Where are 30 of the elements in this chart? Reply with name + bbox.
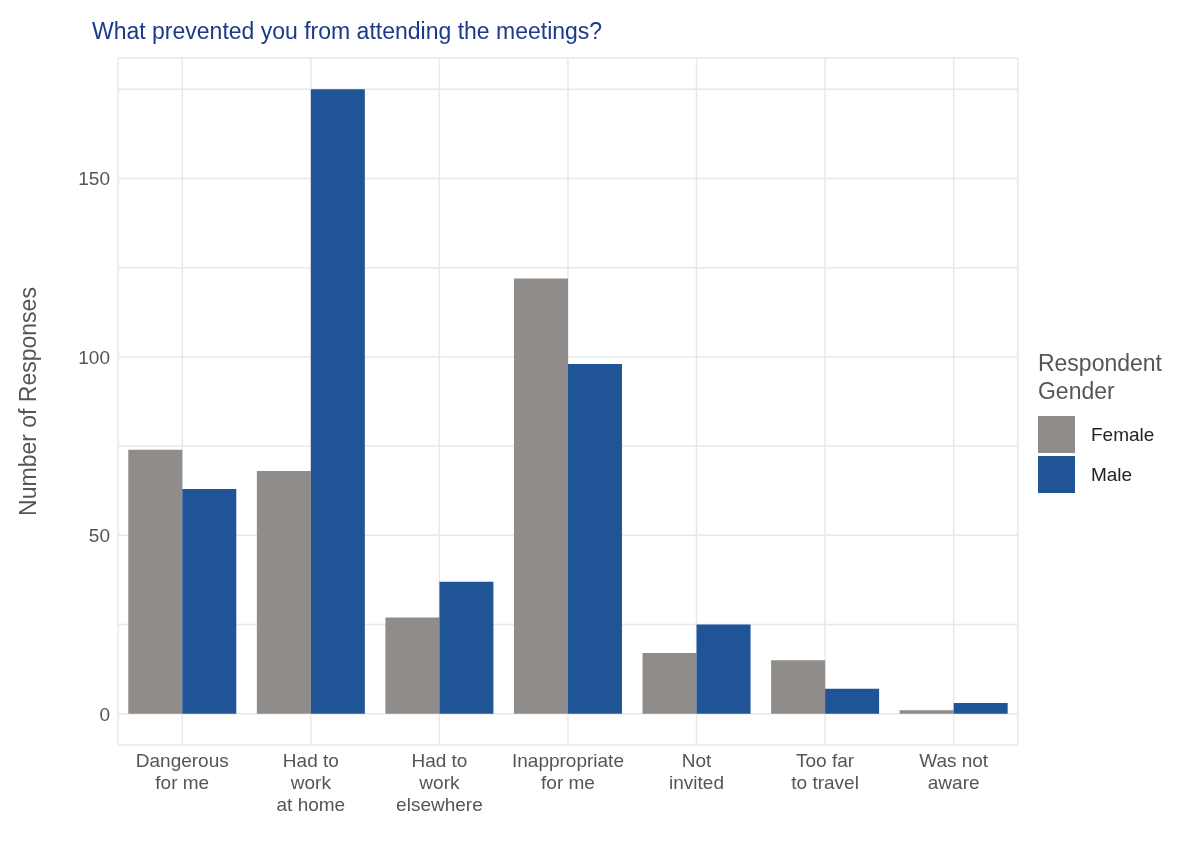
y-tick-label: 100 <box>78 346 110 368</box>
x-tick-label: Too far to travel <box>791 750 859 793</box>
bar <box>256 471 311 714</box>
bar <box>696 624 751 714</box>
x-tick-label: Inappropriate for me <box>511 750 624 793</box>
bar <box>439 581 494 714</box>
bar <box>567 364 622 714</box>
bar <box>953 703 1008 714</box>
y-tick-label: 150 <box>78 168 110 190</box>
bar <box>771 660 826 714</box>
x-tick-label: Dangerous for me <box>135 750 229 793</box>
x-tick-label: Had to work at home <box>276 750 346 815</box>
chart-title: What prevented you from attending the meetings? <box>92 18 603 45</box>
y-tick-label: 50 <box>88 525 110 547</box>
bar <box>128 449 183 714</box>
y-axis-title: Number of Responses <box>15 287 42 516</box>
bar <box>642 653 697 714</box>
legend-label: Female <box>1090 423 1155 446</box>
bar <box>825 688 880 714</box>
legend-label: Male <box>1090 463 1133 486</box>
bar <box>513 278 568 714</box>
bar <box>310 89 365 714</box>
bar <box>385 617 440 714</box>
y-tick-label: 0 <box>99 703 110 725</box>
x-tick-label: Had to work elsewhere <box>396 750 483 815</box>
x-tick-label: Was not aware <box>919 750 989 793</box>
bar <box>899 710 954 714</box>
x-tick-label: Not invited <box>669 750 724 793</box>
legend-title: Respondent Gender <box>1037 348 1162 405</box>
bar <box>182 488 237 714</box>
